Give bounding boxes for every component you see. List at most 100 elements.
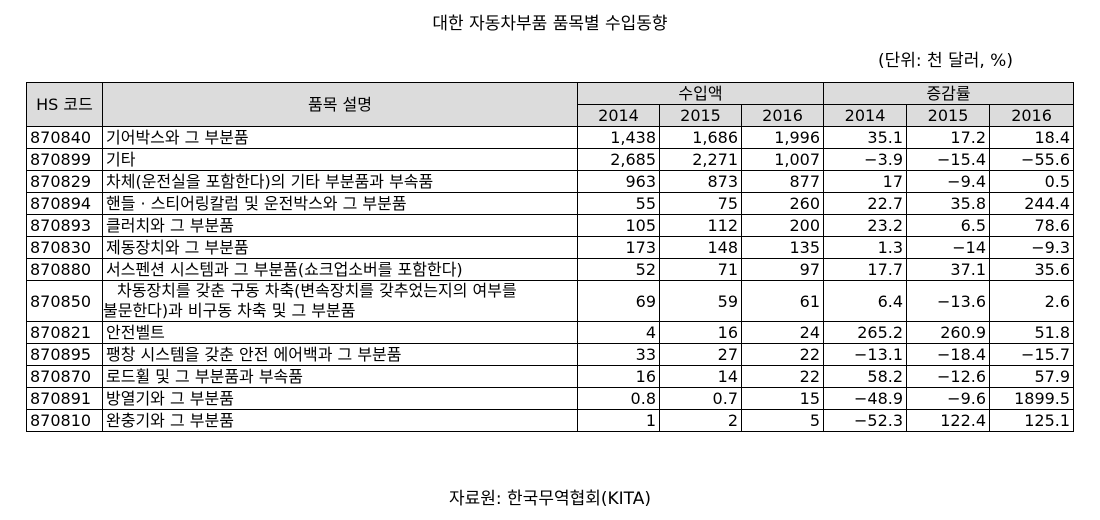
table-row: 870821 안전벨트 4 16 24 265.2 260.9 51.8 (26, 321, 1075, 344)
import-value-cell: 260 (740, 192, 825, 215)
description-cell: 클러치와 그 부분품 (102, 214, 578, 237)
header-hs-code: HS 코드 (26, 82, 103, 127)
import-value-cell: 22 (740, 343, 825, 366)
description-cell: 기타 (102, 148, 578, 171)
change-rate-cell: 2.6 (989, 280, 1075, 322)
change-rate-cell: 18.4 (989, 126, 1075, 149)
import-value-cell: 148 (659, 236, 742, 259)
header-rate-year: 2014 (823, 104, 908, 127)
source-note: 자료원: 한국무역협회(KITA) (448, 489, 651, 509)
description-cell: 핸들 · 스티어링칼럼 및 운전박스와 그 부분품 (102, 192, 578, 215)
change-rate-cell: −15.7 (989, 343, 1075, 366)
header-row-top: HS 코드 품목 설명 수입액 증감률 (26, 82, 1075, 127)
change-rate-cell: −52.3 (823, 409, 908, 432)
import-value-cell: 97 (740, 258, 825, 281)
description-cell: 완충기와 그 부분품 (102, 409, 578, 432)
header-import-year: 2014 (577, 104, 660, 127)
hs-code-cell: 870893 (26, 214, 103, 237)
change-rate-cell: 17.7 (823, 258, 908, 281)
description-cell: 팽창 시스템을 갖춘 안전 에어백과 그 부분품 (102, 343, 578, 366)
header-row-years: 2014 2015 2016 2014 2015 2016 (27, 104, 1075, 127)
import-value-cell: 877 (740, 170, 825, 193)
header-rate-year: 2015 (906, 104, 991, 127)
change-rate-cell: −9.3 (989, 236, 1075, 259)
header-import-year: 2015 (659, 104, 742, 127)
import-value-cell: 4 (577, 321, 660, 344)
change-rate-cell: 265.2 (823, 321, 908, 344)
unit-label: (단위: 천 달러, %) (878, 51, 1013, 71)
description-cell: 기어박스와 그 부분품 (102, 126, 578, 149)
description-cell: 차동장치를 갖춘 구동 차축(변속장치를 갖추었는지의 여부를 불문한다)과 비… (102, 280, 578, 322)
import-value-cell: 61 (740, 280, 825, 322)
change-rate-cell: 58.2 (823, 365, 908, 388)
import-value-cell: 135 (740, 236, 825, 259)
table-row: 870880 서스펜션 시스템과 그 부분품(쇼크업소버를 포함한다) 52 7… (26, 258, 1075, 281)
description-cell: 안전벨트 (102, 321, 578, 344)
description-cell: 로드휠 및 그 부분품과 부속품 (102, 365, 578, 388)
change-rate-cell: −13.6 (906, 280, 991, 322)
change-rate-cell: −9.6 (906, 387, 991, 410)
table-row: 870894 핸들 · 스티어링칼럼 및 운전박스와 그 부분품 55 75 2… (26, 192, 1075, 215)
change-rate-cell: 125.1 (989, 409, 1075, 432)
change-rate-cell: −9.4 (906, 170, 991, 193)
import-value-cell: 27 (659, 343, 742, 366)
hs-code-cell: 870829 (26, 170, 103, 193)
change-rate-cell: 35.8 (906, 192, 991, 215)
import-value-cell: 71 (659, 258, 742, 281)
import-trend-table: HS 코드 품목 설명 수입액 증감률 2014 2015 2016 2014 … (26, 82, 1075, 432)
import-value-cell: 873 (659, 170, 742, 193)
change-rate-cell: −12.6 (906, 365, 991, 388)
table-row: 870830 제동장치와 그 부분품 173 148 135 1.3 −14 −… (26, 236, 1075, 259)
import-value-cell: 2,685 (577, 148, 660, 171)
import-value-cell: 75 (659, 192, 742, 215)
table-row: 870891 방열기와 그 부분품 0.8 0.7 15 −48.9 −9.6 … (26, 387, 1075, 410)
change-rate-cell: −14 (906, 236, 991, 259)
change-rate-cell: 37.1 (906, 258, 991, 281)
import-value-cell: 2 (659, 409, 742, 432)
import-value-cell: 15 (740, 387, 825, 410)
table-row: 870840 기어박스와 그 부분품 1,438 1,686 1,996 35.… (26, 126, 1075, 149)
change-rate-cell: 6.5 (906, 214, 991, 237)
change-rate-cell: 1.3 (823, 236, 908, 259)
description-line: 불문한다)과 비구동 차축 및 그 부분품 (103, 301, 356, 320)
import-value-cell: 1 (577, 409, 660, 432)
import-value-cell: 105 (577, 214, 660, 237)
change-rate-cell: 35.6 (989, 258, 1075, 281)
import-value-cell: 173 (577, 236, 660, 259)
change-rate-cell: 17 (823, 170, 908, 193)
change-rate-cell: −15.4 (906, 148, 991, 171)
description-cell: 방열기와 그 부분품 (102, 387, 578, 410)
hs-code-cell: 870891 (26, 387, 103, 410)
hs-code-cell: 870810 (26, 409, 103, 432)
import-value-cell: 16 (577, 365, 660, 388)
import-value-cell: 2,271 (659, 148, 742, 171)
table-row: 870810 완충기와 그 부분품 1 2 5 −52.3 122.4 125.… (26, 409, 1075, 432)
header-change-rate: 증감률 (823, 82, 1075, 105)
import-value-cell: 112 (659, 214, 742, 237)
table-row: 870850 차동장치를 갖춘 구동 차축(변속장치를 갖추었는지의 여부를 불… (26, 280, 1075, 322)
hs-code-cell: 870821 (26, 321, 103, 344)
change-rate-cell: 17.2 (906, 126, 991, 149)
import-value-cell: 59 (659, 280, 742, 322)
hs-code-cell: 870830 (26, 236, 103, 259)
hs-code-cell: 870850 (26, 280, 103, 322)
import-value-cell: 52 (577, 258, 660, 281)
change-rate-cell: 6.4 (823, 280, 908, 322)
change-rate-cell: 51.8 (989, 321, 1075, 344)
change-rate-cell: −55.6 (989, 148, 1075, 171)
change-rate-cell: −13.1 (823, 343, 908, 366)
change-rate-cell: 78.6 (989, 214, 1075, 237)
import-value-cell: 55 (577, 192, 660, 215)
hs-code-cell: 870880 (26, 258, 103, 281)
table-title: 대한 자동차부품 품목별 수입동향 (432, 14, 668, 34)
table-row: 870893 클러치와 그 부분품 105 112 200 23.2 6.5 7… (26, 214, 1075, 237)
import-value-cell: 0.7 (659, 387, 742, 410)
header-description: 품목 설명 (102, 82, 578, 127)
import-value-cell: 963 (577, 170, 660, 193)
import-value-cell: 1,686 (659, 126, 742, 149)
table-row: 870899 기타 2,685 2,271 1,007 −3.9 −15.4 −… (26, 148, 1075, 171)
hs-code-cell: 870895 (26, 343, 103, 366)
import-value-cell: 1,438 (577, 126, 660, 149)
import-value-cell: 0.8 (577, 387, 660, 410)
change-rate-cell: 1899.5 (989, 387, 1075, 410)
